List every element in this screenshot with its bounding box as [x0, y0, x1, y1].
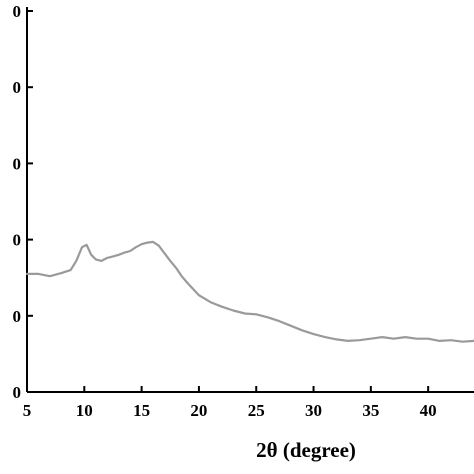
x-tick-label: 10	[76, 401, 93, 420]
series-layer	[25, 240, 474, 343]
y-tick-label: 0	[13, 231, 22, 250]
y-tick-label: 0	[13, 383, 22, 402]
x-tick-label: 35	[362, 401, 379, 420]
y-tick-label: 0	[13, 154, 22, 173]
xrd-pattern-line	[25, 240, 474, 343]
x-tick-label: 20	[190, 401, 207, 420]
labels-layer: 2θ (degree)	[256, 438, 356, 462]
y-tick-label: 0	[13, 307, 22, 326]
y-tick-label: 0	[13, 78, 22, 97]
y-tick-label: 0	[13, 2, 22, 21]
x-tick-label: 30	[305, 401, 322, 420]
x-tick-label: 5	[23, 401, 32, 420]
x-tick-label: 25	[248, 401, 265, 420]
x-tick-label: 15	[133, 401, 150, 420]
x-tick-label: 40	[420, 401, 437, 420]
x-axis-label: 2θ (degree)	[256, 438, 356, 462]
